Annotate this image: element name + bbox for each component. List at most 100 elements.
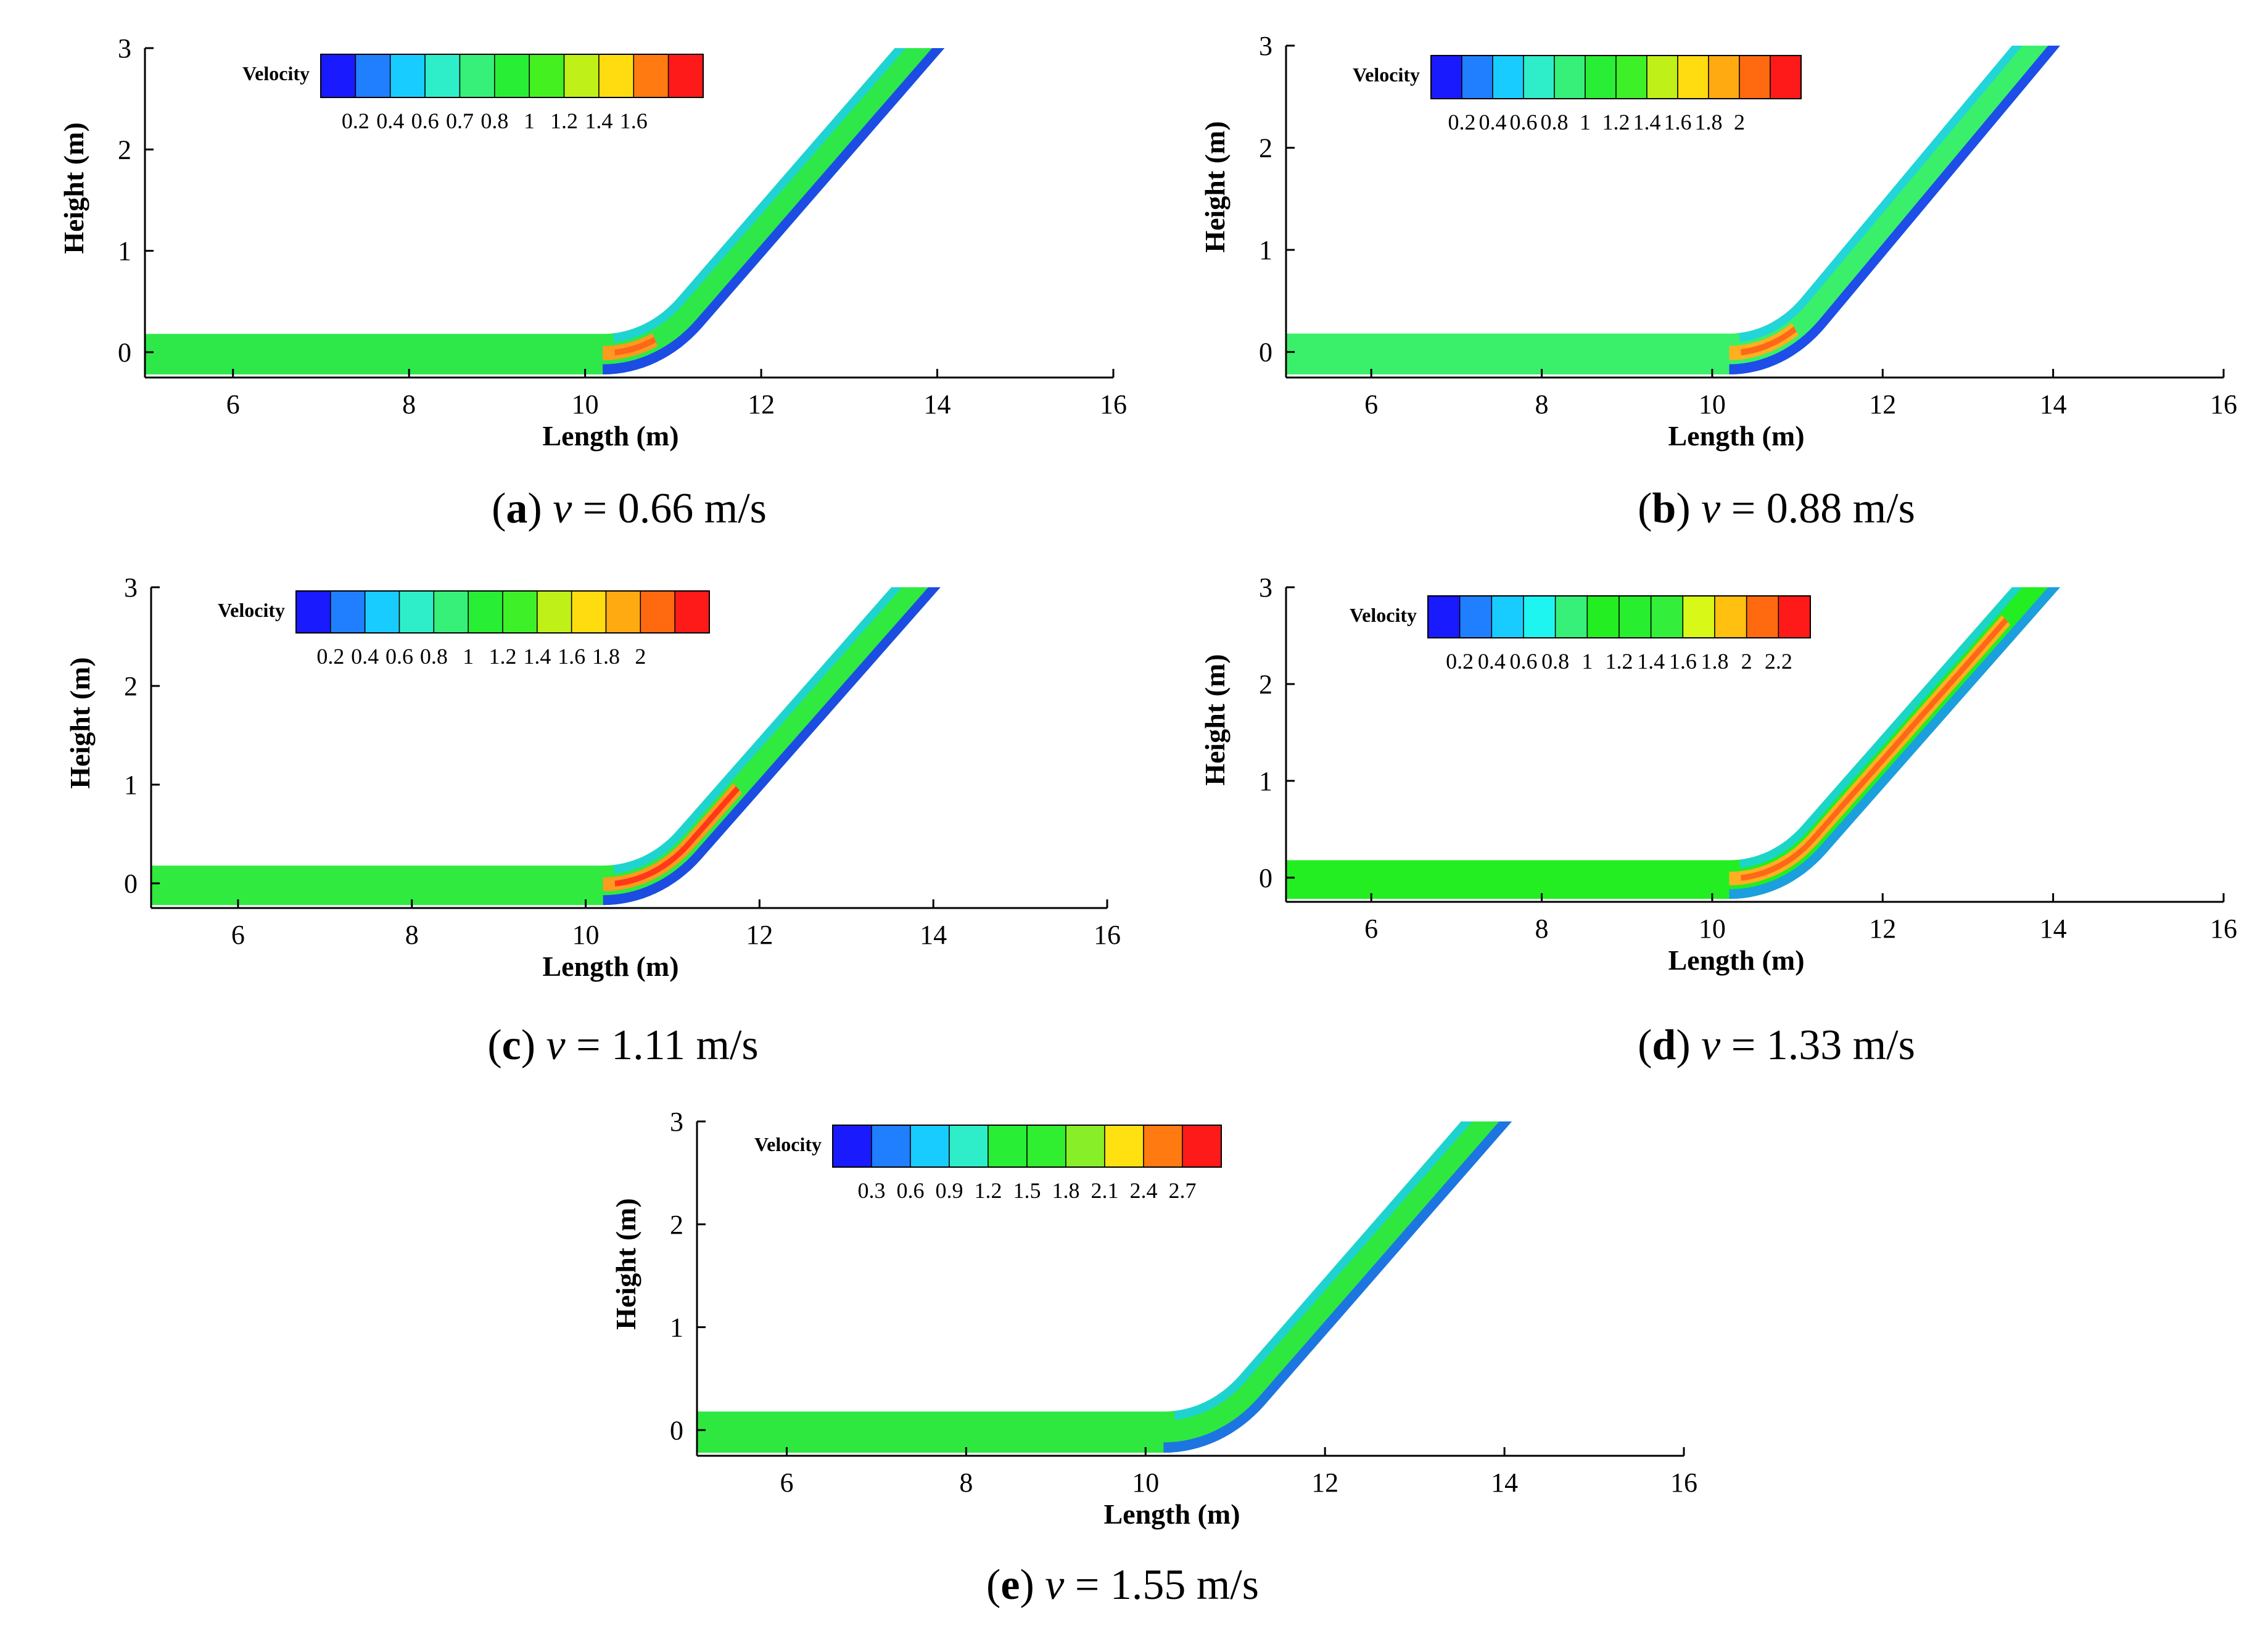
x-tick-label: 14 <box>2040 389 2067 419</box>
flow-field <box>145 48 945 374</box>
flow-main <box>1286 46 2061 375</box>
legend-level-label: 2 <box>1734 110 1745 134</box>
legend-swatch <box>1554 55 1586 99</box>
x-tick-label: 12 <box>1869 914 1896 944</box>
flow-jet <box>1729 615 2011 886</box>
legend-level-label: 1.6 <box>1664 110 1692 134</box>
caption-letter: c <box>501 1022 521 1069</box>
legend-swatch <box>1523 595 1556 638</box>
legend-level-label: 0.8 <box>480 109 508 133</box>
x-tick-label: 12 <box>1311 1468 1338 1498</box>
legend-swatch <box>1586 595 1620 638</box>
x-tick-label: 8 <box>1535 914 1549 944</box>
flow-layers <box>1286 46 2061 375</box>
y-tick-label: 0 <box>670 1415 683 1445</box>
legend-swatch <box>459 54 495 98</box>
x-tick-label: 8 <box>959 1468 973 1498</box>
legend-swatch <box>640 590 675 634</box>
legend-level-label: 2 <box>635 644 646 669</box>
flow-layers <box>1286 587 2061 899</box>
legend-swatch <box>598 54 635 98</box>
x-tick-label: 16 <box>2210 914 2237 944</box>
legend-swatch <box>494 54 530 98</box>
y-tick-label: 3 <box>1259 31 1272 61</box>
legend-swatch <box>468 590 503 634</box>
legend-swatch <box>633 54 669 98</box>
legend-level-label: 0.6 <box>411 109 439 133</box>
caption-a: (a) v = 0.66 m/s <box>492 485 767 532</box>
y-tick-label: 2 <box>1259 133 1272 163</box>
legend-level-label: 1.2 <box>975 1178 1002 1203</box>
y-tick-label: 3 <box>118 33 131 64</box>
legend-swatch <box>988 1125 1028 1168</box>
legend-swatch <box>320 54 357 98</box>
caption-unit: m/s <box>1196 1561 1259 1609</box>
legend-level-label: 1.4 <box>523 644 551 669</box>
legend-level-label: 0.8 <box>1541 110 1569 134</box>
x-tick-label: 6 <box>780 1468 793 1498</box>
legend-swatch <box>1430 55 1462 99</box>
legend-level-label: 0.4 <box>1479 110 1507 134</box>
legend-swatch <box>355 54 391 98</box>
caption-b: (b) v = 0.88 m/s <box>1638 485 1915 532</box>
y-axis-label: Height (m) <box>1199 654 1231 785</box>
x-tick-label: 8 <box>1535 389 1549 419</box>
legend-level-label: 0.6 <box>386 644 413 669</box>
y-tick-label: 0 <box>1259 337 1272 368</box>
caption-unit: m/s <box>704 485 767 532</box>
legend-swatch <box>1677 55 1709 99</box>
x-tick-label: 10 <box>1699 389 1726 419</box>
legend-swatch <box>1461 55 1493 99</box>
legend-swatch <box>1182 1125 1222 1168</box>
flow-surface-layer <box>613 48 906 342</box>
legend-swatch <box>295 590 331 634</box>
legend-swatch <box>1682 595 1715 638</box>
flow-surface-layer <box>1739 587 2023 869</box>
legend-swatch <box>1714 595 1747 638</box>
legend-level-label: 1.5 <box>1013 1178 1041 1203</box>
flow-surface-layer <box>613 587 902 874</box>
legend-swatch <box>1491 595 1524 638</box>
x-tick-label: 12 <box>746 920 773 950</box>
legend-level-label: 0.4 <box>376 109 404 133</box>
legend-swatch <box>389 54 426 98</box>
panel-e: 6 8 10 12 14 16 0 1 2 3 Length (m) Height (m) Veloci… <box>567 1086 1702 1639</box>
y-tick-label: 1 <box>118 236 131 266</box>
y-tick-label: 0 <box>118 337 131 368</box>
legend-level-label: 0.8 <box>1541 649 1569 674</box>
y-tick-label: 1 <box>124 770 138 800</box>
flow-surface-layer <box>1174 1121 1472 1420</box>
caption-unit: m/s <box>696 1022 759 1069</box>
legend-swatch <box>1619 595 1652 638</box>
legend-level-label: 0.6 <box>1510 649 1538 674</box>
flow-layers <box>697 1121 1512 1453</box>
flow-bed-layer <box>1163 1121 1512 1453</box>
legend-swatch <box>1065 1125 1105 1168</box>
legend-swatch <box>424 54 461 98</box>
legend-swatch <box>433 590 469 634</box>
legend-level-label: 0.2 <box>1446 649 1474 674</box>
legend-swatch <box>398 590 435 634</box>
x-tick-label: 8 <box>405 920 419 950</box>
caption-letter: b <box>1652 485 1676 532</box>
x-axis-label: Length (m) <box>1668 944 1804 976</box>
legend-swatch <box>1104 1125 1144 1168</box>
legend-level-label: 1.2 <box>1602 110 1630 134</box>
legend-title: Velocity <box>754 1133 822 1155</box>
legend-frame <box>320 54 704 98</box>
legend-swatch <box>1708 55 1740 99</box>
legend-swatch <box>571 590 607 634</box>
legend-level-label: 0.6 <box>1510 110 1538 134</box>
caption-symbol: v <box>553 485 572 532</box>
y-tick-label: 2 <box>118 134 131 165</box>
caption-c: (c) v = 1.11 m/s <box>487 1022 759 1069</box>
flow-bed-layer <box>603 587 941 906</box>
caption-unit: m/s <box>1852 485 1915 532</box>
x-tick-label: 12 <box>748 389 775 419</box>
x-tick-label: 16 <box>1670 1468 1697 1498</box>
legend-swatch <box>1459 595 1493 638</box>
x-tick-label: 16 <box>1100 389 1127 419</box>
y-tick-label: 2 <box>670 1210 683 1240</box>
